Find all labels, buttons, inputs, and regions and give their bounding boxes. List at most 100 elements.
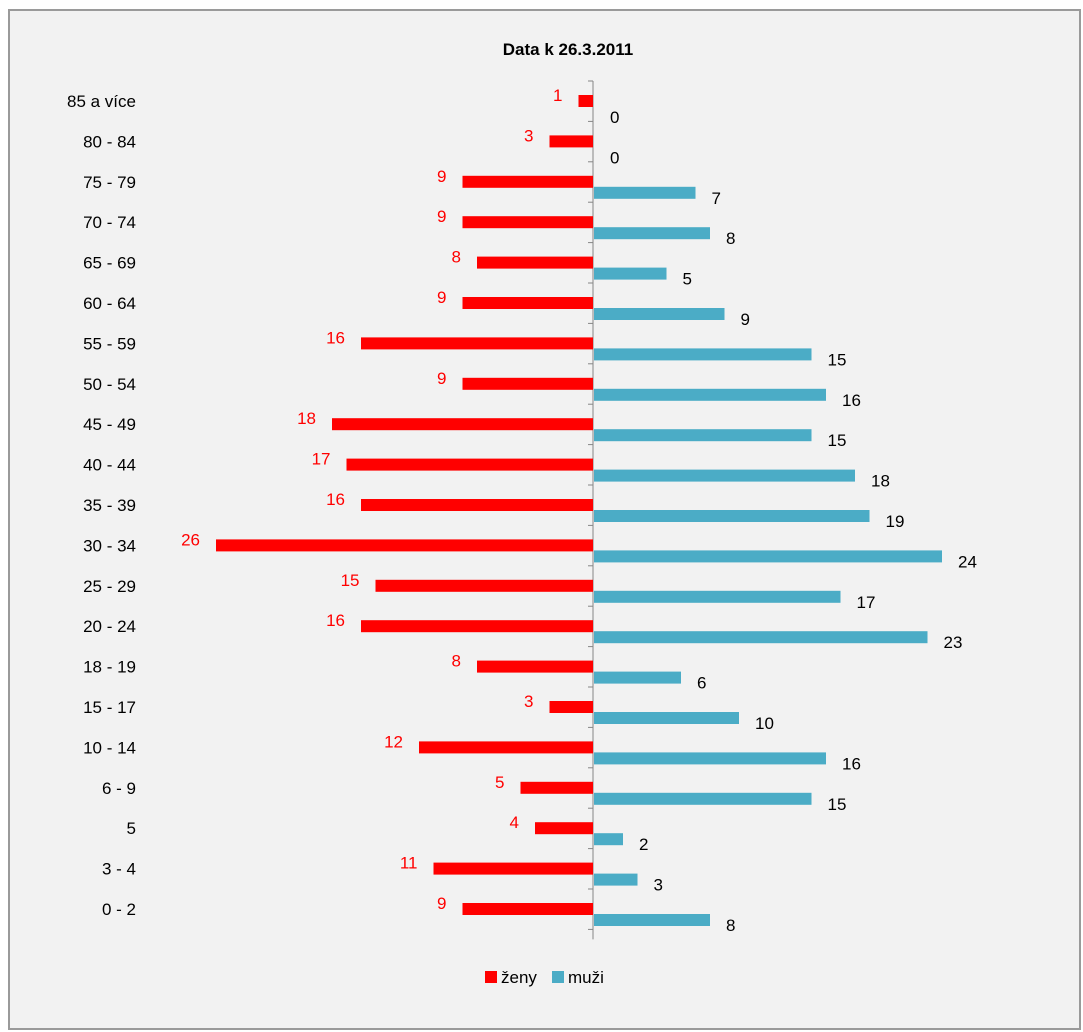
category-label: 5 bbox=[127, 819, 136, 838]
data-label-zeny: 4 bbox=[510, 813, 519, 832]
data-label-muzi: 16 bbox=[842, 754, 861, 773]
category-label: 25 - 29 bbox=[83, 577, 136, 596]
data-label-muzi: 8 bbox=[726, 229, 735, 248]
bar-muzi bbox=[594, 873, 638, 886]
bar-muzi bbox=[594, 388, 826, 401]
bar-muzi bbox=[594, 833, 623, 846]
data-label-muzi: 16 bbox=[842, 391, 861, 410]
data-label-zeny: 9 bbox=[437, 288, 446, 307]
category-label: 80 - 84 bbox=[83, 132, 136, 151]
data-label-zeny: 16 bbox=[326, 328, 345, 347]
data-label-muzi: 15 bbox=[828, 350, 847, 369]
data-label-muzi: 3 bbox=[654, 876, 663, 895]
data-label-zeny: 3 bbox=[524, 692, 533, 711]
data-label-muzi: 6 bbox=[697, 674, 706, 693]
data-label-muzi: 9 bbox=[741, 310, 750, 329]
bar-zeny bbox=[535, 822, 593, 835]
data-label-zeny: 3 bbox=[524, 126, 533, 145]
category-label: 60 - 64 bbox=[83, 294, 136, 313]
bar-muzi bbox=[594, 631, 928, 644]
data-label-zeny: 9 bbox=[437, 369, 446, 388]
bar-zeny bbox=[578, 95, 593, 107]
data-label-muzi: 8 bbox=[726, 916, 735, 935]
bar-muzi bbox=[594, 752, 826, 765]
category-label: 35 - 39 bbox=[83, 496, 136, 515]
bar-muzi bbox=[594, 469, 855, 482]
data-label-muzi: 0 bbox=[610, 108, 619, 127]
legend-label-muzi: muži bbox=[568, 968, 604, 987]
bar-zeny bbox=[549, 135, 593, 148]
bar-zeny bbox=[462, 903, 593, 915]
data-label-zeny: 16 bbox=[326, 611, 345, 630]
data-label-muzi: 24 bbox=[958, 552, 977, 571]
category-label: 3 - 4 bbox=[102, 860, 136, 879]
data-label-zeny: 11 bbox=[400, 854, 418, 873]
bar-muzi bbox=[594, 227, 710, 240]
bar-zeny bbox=[332, 418, 593, 431]
data-label-muzi: 15 bbox=[828, 431, 847, 450]
data-label-muzi: 15 bbox=[828, 795, 847, 814]
bar-zeny bbox=[346, 458, 593, 471]
bar-zeny bbox=[549, 701, 593, 713]
bar-zeny bbox=[462, 216, 593, 229]
data-label-zeny: 5 bbox=[495, 773, 504, 792]
bar-muzi bbox=[594, 792, 812, 805]
category-label: 50 - 54 bbox=[83, 375, 136, 394]
bar-zeny bbox=[462, 175, 593, 188]
bar-zeny bbox=[462, 377, 593, 390]
data-label-zeny: 9 bbox=[437, 207, 446, 226]
category-label: 40 - 44 bbox=[83, 456, 136, 475]
bar-zeny bbox=[477, 660, 593, 673]
bar-muzi bbox=[594, 510, 870, 522]
category-label: 30 - 34 bbox=[83, 536, 136, 555]
bar-zeny bbox=[361, 620, 593, 633]
category-label: 20 - 24 bbox=[83, 617, 136, 636]
bar-zeny bbox=[361, 499, 593, 511]
category-label: 85 a více bbox=[67, 92, 136, 111]
bar-muzi bbox=[594, 308, 725, 320]
legend-swatch-muzi bbox=[552, 971, 564, 983]
category-label: 6 - 9 bbox=[102, 779, 136, 798]
category-label: 70 - 74 bbox=[83, 213, 136, 232]
data-label-muzi: 18 bbox=[871, 472, 890, 491]
bar-muzi bbox=[594, 712, 739, 724]
bar-muzi bbox=[594, 267, 667, 280]
bar-muzi bbox=[594, 914, 710, 926]
category-label: 65 - 69 bbox=[83, 254, 136, 273]
bar-muzi bbox=[594, 590, 841, 603]
legend-swatch-zeny bbox=[485, 971, 497, 983]
bar-zeny bbox=[375, 579, 593, 592]
bar-zeny bbox=[520, 781, 593, 794]
category-label: 75 - 79 bbox=[83, 173, 136, 192]
data-label-zeny: 17 bbox=[312, 450, 331, 469]
data-label-zeny: 16 bbox=[326, 490, 345, 509]
category-label: 45 - 49 bbox=[83, 415, 136, 434]
data-label-muzi: 5 bbox=[683, 270, 692, 289]
bar-zeny bbox=[361, 337, 593, 350]
data-label-zeny: 8 bbox=[452, 248, 461, 267]
bar-zeny bbox=[216, 539, 593, 552]
category-label: 15 - 17 bbox=[83, 698, 136, 717]
bar-zeny bbox=[462, 297, 593, 309]
data-label-zeny: 12 bbox=[384, 732, 403, 751]
data-label-zeny: 15 bbox=[341, 571, 360, 590]
category-label: 0 - 2 bbox=[102, 900, 136, 919]
data-label-muzi: 19 bbox=[886, 512, 905, 531]
legend-label-zeny: ženy bbox=[501, 968, 537, 987]
data-label-muzi: 10 bbox=[755, 714, 774, 733]
data-label-zeny: 18 bbox=[297, 409, 316, 428]
bar-muzi bbox=[594, 550, 942, 563]
bar-zeny bbox=[419, 741, 593, 754]
bar-zeny bbox=[433, 862, 593, 875]
bar-zeny bbox=[477, 256, 593, 269]
bar-muzi bbox=[594, 671, 681, 684]
chart-title: Data k 26.3.2011 bbox=[503, 40, 633, 59]
data-label-muzi: 7 bbox=[712, 189, 721, 208]
data-label-zeny: 1 bbox=[553, 86, 562, 105]
data-label-zeny: 9 bbox=[437, 167, 446, 186]
category-label: 55 - 59 bbox=[83, 334, 136, 353]
data-label-zeny: 9 bbox=[437, 894, 446, 913]
legend: ženy muži bbox=[485, 968, 604, 987]
